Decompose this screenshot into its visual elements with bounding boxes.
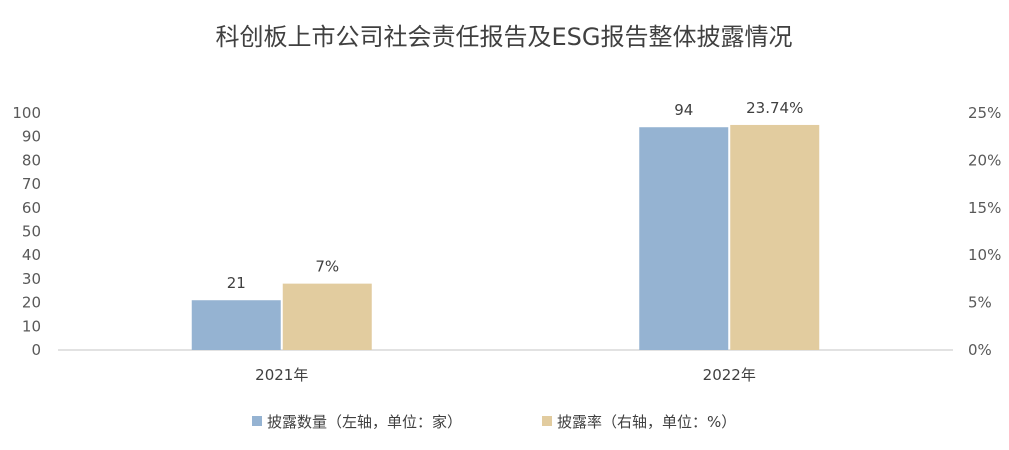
data-label: 23.74% [746,99,803,117]
right-tick-label: 5% [968,294,992,312]
legend-swatch [542,416,552,426]
left-y-axis: 0 10 20 30 40 50 60 70 80 90 100 [12,104,41,359]
left-tick-label: 80 [22,151,41,169]
data-label: 21 [227,274,246,292]
left-tick-label: 20 [22,294,41,312]
right-y-axis: 0% 5% 10% 15% 20% 25% [968,104,1001,359]
bar-rate-1 [730,124,820,351]
right-tick-label: 15% [968,199,1001,217]
bar-count-0 [191,300,281,350]
left-tick-label: 100 [12,104,41,122]
chart-title: 科创板上市公司社会责任报告及ESG报告整体披露情况 [216,23,793,51]
right-tick-label: 10% [968,246,1001,264]
left-tick-label: 40 [22,246,41,264]
bars: 21 7% 94 23.74% [191,99,820,351]
category-label: 2021年 [255,366,308,384]
category-label: 2022年 [703,366,756,384]
data-label: 94 [674,101,693,119]
right-tick-label: 20% [968,151,1001,169]
right-tick-label: 0% [968,341,992,359]
left-tick-label: 50 [22,223,41,241]
legend: 披露数量（左轴，单位：家） 披露率（右轴，单位：%） [252,413,736,431]
legend-label: 披露数量（左轴，单位：家） [267,413,462,431]
bar-count-1 [639,127,729,350]
legend-swatch [252,416,262,426]
bar-rate-0 [282,283,372,350]
left-tick-label: 60 [22,199,41,217]
left-tick-label: 70 [22,175,41,193]
left-tick-label: 0 [31,341,41,359]
left-tick-label: 10 [22,317,41,335]
x-axis-categories: 2021年 2022年 [255,366,756,384]
legend-label: 披露率（右轴，单位：%） [557,413,736,431]
left-tick-label: 90 [22,128,41,146]
left-tick-label: 30 [22,270,41,288]
data-label: 7% [315,258,339,276]
right-tick-label: 25% [968,104,1001,122]
